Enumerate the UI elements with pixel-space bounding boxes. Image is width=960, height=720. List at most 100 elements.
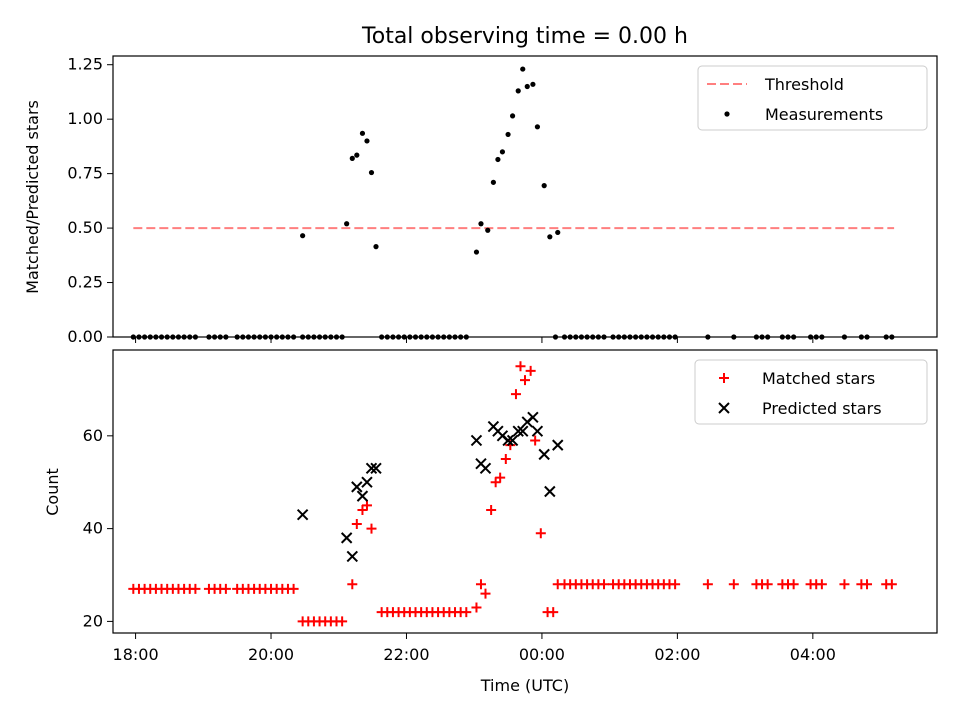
predicted-stars-point bbox=[361, 476, 373, 488]
bottom-x-tick-label: 22:00 bbox=[383, 645, 429, 664]
predicted-stars-point bbox=[479, 462, 492, 475]
measurements-point bbox=[705, 334, 711, 340]
measurements-point bbox=[379, 334, 385, 340]
top-y-ticks: 0.00 0.25 0.50 0.75 1.00 1.25 bbox=[67, 55, 113, 346]
bottom-y-tick-label: 20 bbox=[83, 611, 103, 630]
measurements-point bbox=[505, 131, 511, 138]
measurements-point bbox=[841, 334, 848, 340]
predicted-stars-point bbox=[502, 434, 514, 447]
measurements-point bbox=[807, 334, 814, 340]
bottom-legend: Matched stars Predicted stars bbox=[694, 359, 928, 425]
measurements-point bbox=[395, 334, 402, 340]
bottom-x-tick-label: 00:00 bbox=[519, 645, 565, 664]
measurements-point bbox=[509, 113, 516, 119]
matched-stars-point bbox=[510, 389, 521, 400]
top-y-tick-label: 0.25 bbox=[67, 273, 103, 292]
measurements-point bbox=[401, 334, 407, 340]
measurements-point bbox=[136, 334, 142, 340]
measurements-point bbox=[638, 334, 644, 340]
measurements-point bbox=[279, 334, 285, 340]
measurements-point bbox=[499, 149, 506, 155]
measurements-point bbox=[621, 334, 627, 340]
measurements-point bbox=[627, 334, 633, 340]
matched-stars-point bbox=[347, 579, 358, 590]
measurements-point bbox=[187, 334, 193, 340]
measurements-point bbox=[858, 334, 864, 340]
predicted-stars-point bbox=[296, 508, 309, 521]
matched-stars-point bbox=[525, 365, 536, 376]
measurements-point bbox=[339, 334, 345, 340]
measurements-point bbox=[424, 334, 430, 340]
measurements-point bbox=[170, 334, 176, 340]
predicted-stars-point bbox=[517, 425, 529, 437]
matched-stars-point bbox=[361, 500, 372, 511]
measurements-point bbox=[633, 334, 639, 340]
measurements-point bbox=[753, 334, 759, 340]
matched-stars-point bbox=[220, 583, 231, 594]
measurements-point bbox=[478, 221, 484, 227]
top-y-tick-label: 0.00 bbox=[67, 327, 103, 346]
measurements-point bbox=[555, 229, 561, 236]
measurements-point bbox=[490, 179, 496, 185]
predicted-stars-point bbox=[531, 425, 544, 437]
measurements-point bbox=[240, 334, 246, 340]
measurements-point bbox=[547, 234, 553, 240]
top-plot-frame bbox=[112, 55, 938, 338]
matched-stars-point bbox=[886, 579, 897, 590]
measurements-point bbox=[661, 334, 667, 340]
matched-stars-point bbox=[190, 583, 201, 594]
matched-stars-point bbox=[288, 583, 299, 594]
measurements-point bbox=[305, 334, 311, 340]
measurements-point bbox=[765, 334, 771, 340]
measurements-point bbox=[524, 83, 530, 90]
measurements-point bbox=[552, 334, 559, 340]
measurements-point bbox=[390, 334, 396, 340]
measurements-point bbox=[268, 334, 274, 340]
bottom-legend-box bbox=[694, 359, 928, 425]
measurements-point bbox=[644, 334, 650, 340]
measurements-point bbox=[192, 334, 198, 340]
matched-stars-point bbox=[461, 607, 472, 618]
measurements-point bbox=[316, 334, 323, 340]
measurements-point bbox=[274, 334, 280, 340]
matched-stars-point bbox=[495, 472, 506, 483]
bottom-x-tick-label: 02:00 bbox=[654, 645, 700, 664]
measurements-point bbox=[368, 169, 375, 176]
measurements-point bbox=[731, 334, 737, 340]
predicted-stars-point bbox=[527, 411, 539, 423]
matched-stars-point bbox=[486, 505, 497, 516]
predicted-stars-point bbox=[512, 425, 524, 437]
measurements-point bbox=[407, 334, 413, 340]
measurements-point bbox=[211, 334, 218, 340]
bottom-y-ticks: 20 40 60 bbox=[83, 426, 113, 630]
matched-stars-point bbox=[351, 518, 362, 529]
measurements-point bbox=[590, 334, 596, 340]
predicted-stars-point bbox=[365, 462, 378, 475]
matched-stars-point bbox=[515, 361, 526, 372]
matched-stars-point bbox=[839, 579, 850, 590]
bottom-x-tick-label: 04:00 bbox=[790, 645, 836, 664]
measurements-point bbox=[883, 334, 889, 340]
measurements-point bbox=[616, 334, 622, 340]
measurements-point bbox=[354, 152, 360, 158]
measurements-point bbox=[584, 334, 590, 340]
bottom-plot-frame bbox=[112, 349, 938, 634]
matched-stars-point bbox=[535, 528, 546, 539]
predicted-stars-point bbox=[370, 462, 382, 475]
matched-stars-point bbox=[762, 579, 773, 590]
predicted-stars-point bbox=[346, 550, 359, 563]
measurements-point bbox=[262, 334, 268, 340]
measurements-point bbox=[418, 334, 424, 340]
matched-stars-point bbox=[548, 607, 559, 618]
bottom-y-tick-label: 40 bbox=[83, 519, 103, 538]
matched-stars-point bbox=[702, 579, 713, 590]
measurements-point bbox=[333, 334, 340, 340]
measurements-point bbox=[147, 334, 153, 340]
measurements-point bbox=[864, 334, 870, 340]
matched-stars-point bbox=[471, 602, 482, 613]
measurements-point bbox=[181, 334, 187, 340]
measurements-point bbox=[561, 334, 568, 340]
predicted-stars-point bbox=[356, 490, 369, 502]
measurements-point bbox=[429, 334, 436, 340]
predicted-stars-point bbox=[506, 434, 519, 447]
